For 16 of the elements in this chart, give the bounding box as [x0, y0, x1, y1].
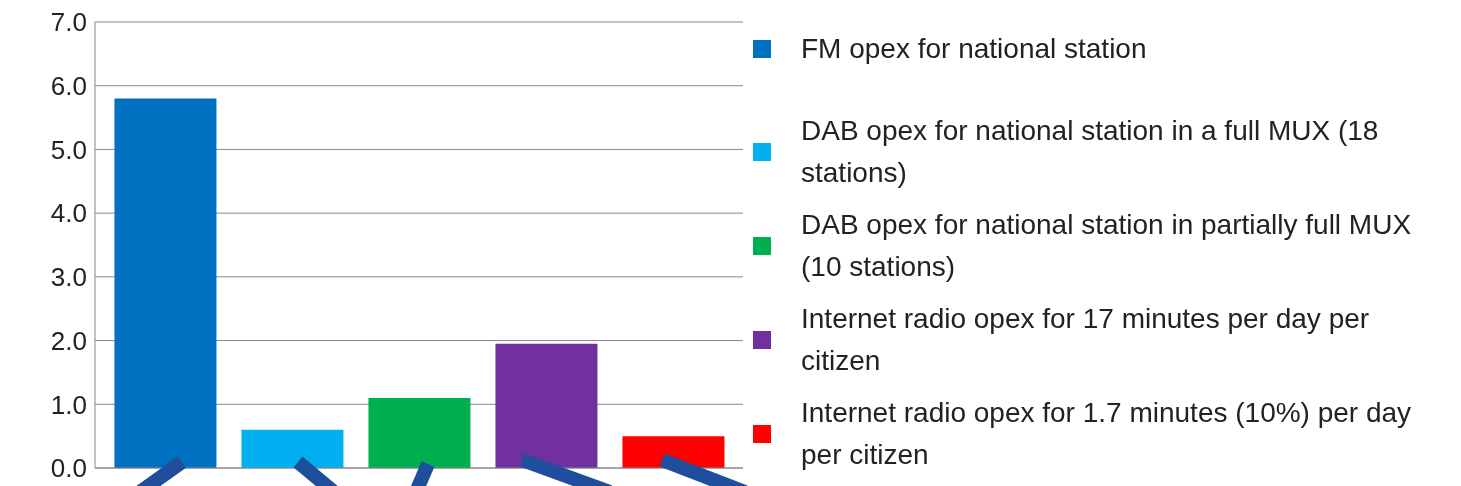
legend-label: DAB opex for national station in partially full MUX (10 stations) — [801, 208, 1413, 284]
bar — [368, 397, 471, 468]
y-tick-label: 5.0 — [50, 134, 87, 165]
y-tick-label: 2.0 — [50, 325, 87, 356]
y-tick-label: 3.0 — [50, 262, 87, 293]
y-tick-label: 4.0 — [50, 198, 87, 229]
y-tick-label: 7.0 — [50, 7, 87, 38]
legend-label: FM opex for national station — [801, 32, 1148, 66]
y-tick-label: 1.0 — [50, 389, 87, 420]
y-tick-label: 0.0 — [50, 453, 87, 484]
legend-label: DAB opex for national station in a full MUX (18 stations) — [801, 114, 1380, 190]
legend-label: Internet radio opex for 17 minutes per day per citizen — [801, 302, 1371, 378]
y-tick-label: 6.0 — [50, 70, 87, 101]
bar — [114, 98, 217, 468]
legend-label: Internet radio opex for 1.7 minutes (10%) per day per citizen — [801, 396, 1413, 472]
bar — [241, 429, 344, 468]
